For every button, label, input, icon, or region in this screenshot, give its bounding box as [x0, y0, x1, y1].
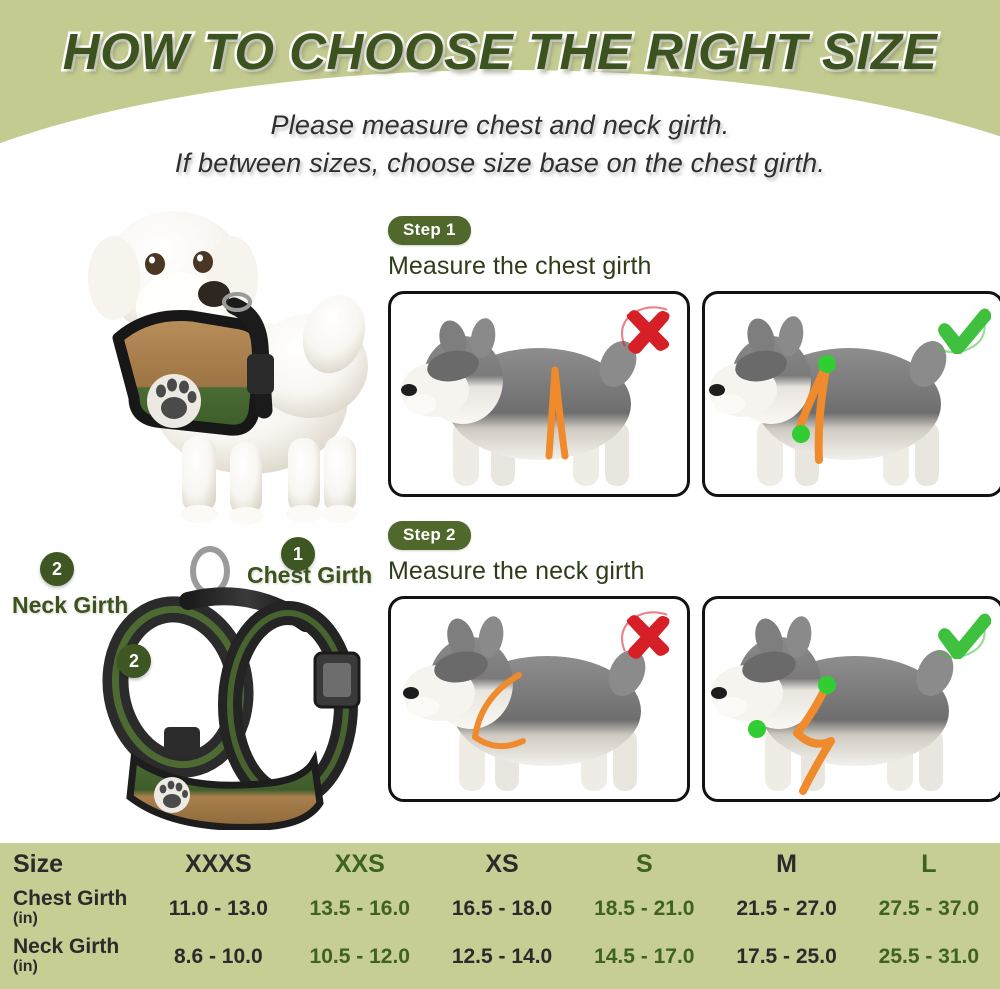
chest-girth-number-badge: 1 [281, 537, 315, 571]
row-label-chest-girth-text: Chest Girth [13, 887, 128, 910]
dog-wearing-harness-photo [62, 186, 392, 531]
table-row-chest-girth: Chest Girth (in) 11.0 - 13.0 13.5 - 16.0… [0, 885, 1000, 933]
neck-girth-value: 17.5 - 25.0 [736, 945, 837, 968]
harness-product-photo [60, 545, 390, 831]
subtitle-line-1: Please measure chest and neck girth. [270, 110, 730, 140]
neck-girth-value: 10.5 - 12.0 [309, 945, 410, 968]
harness-neck-marker-badge: 2 [117, 644, 151, 678]
row-label-size: Size [13, 850, 64, 878]
step-2-section: Step 2 Measure the neck girth [388, 521, 1000, 802]
step-1-incorrect-panel [388, 291, 690, 497]
step-1-section: Step 1 Measure the chest girth [388, 216, 1000, 497]
step-2-panels [388, 596, 1000, 802]
cross-icon [620, 306, 670, 354]
neck-girth-value: 8.6 - 10.0 [173, 945, 263, 968]
step-1-badge: Step 1 [388, 216, 471, 245]
size-column-header: M [776, 849, 797, 878]
neck-girth-number-badge: 2 [40, 552, 74, 586]
table-row-size: Size XXXS XXS XS S M L [0, 843, 1000, 885]
row-label-neck-girth-text: Neck Girth [13, 935, 120, 958]
step-2-title: Measure the neck girth [388, 557, 645, 585]
row-label-chest-girth: Chest Girth (in) [0, 885, 148, 933]
chest-girth-value: 21.5 - 27.0 [736, 897, 837, 920]
step-2-correct-panel [702, 596, 1000, 802]
page-subtitle: Please measure chest and neck girth. If … [0, 106, 1000, 182]
measure-point-top [818, 676, 836, 694]
step-1-panels [388, 291, 1000, 497]
chest-girth-value: 16.5 - 18.0 [451, 897, 553, 920]
size-column-header: XS [485, 849, 519, 878]
page-title: HOW TO CHOOSE THE RIGHT SIZE [60, 21, 939, 83]
chest-girth-value: 11.0 - 13.0 [168, 897, 268, 920]
cross-icon [620, 611, 670, 659]
neck-girth-value: 14.5 - 17.0 [594, 945, 695, 968]
size-chart-table: Size XXXS XXS XS S M L Chest Girth (in) … [0, 843, 1000, 989]
check-icon [936, 613, 991, 659]
chest-girth-label: Chest Girth [247, 562, 373, 588]
size-column-header: S [635, 849, 653, 878]
size-column-header: L [921, 849, 937, 878]
measure-point-bottom [792, 425, 810, 443]
chest-girth-value: 18.5 - 21.0 [594, 897, 695, 920]
row-label-neck-girth: Neck Girth (in) [0, 933, 148, 981]
neck-girth-value: 12.5 - 14.0 [451, 945, 553, 968]
chest-girth-value: 27.5 - 37.0 [878, 897, 980, 920]
measure-point-top [818, 355, 836, 373]
table-row-neck-girth: Neck Girth (in) 8.6 - 10.0 10.5 - 12.0 1… [0, 933, 1000, 981]
neck-girth-value: 25.5 - 31.0 [878, 945, 980, 968]
subtitle-line-2: If between sizes, choose size base on th… [174, 148, 826, 178]
header-band [0, 0, 1000, 180]
row-label-neck-girth-unit: (in) [13, 958, 38, 975]
chest-girth-value: 13.5 - 16.0 [309, 897, 410, 920]
measure-point-bottom [748, 720, 766, 738]
neck-girth-label: Neck Girth [12, 592, 129, 618]
size-column-header: XXXS [184, 849, 252, 878]
row-label-chest-girth-unit: (in) [13, 910, 38, 927]
check-icon [936, 308, 991, 354]
step-1-correct-panel [702, 291, 1000, 497]
step-2-badge: Step 2 [388, 521, 471, 550]
size-column-header: XXS [334, 849, 385, 878]
step-2-incorrect-panel [388, 596, 690, 802]
step-1-title: Measure the chest girth [388, 252, 652, 280]
